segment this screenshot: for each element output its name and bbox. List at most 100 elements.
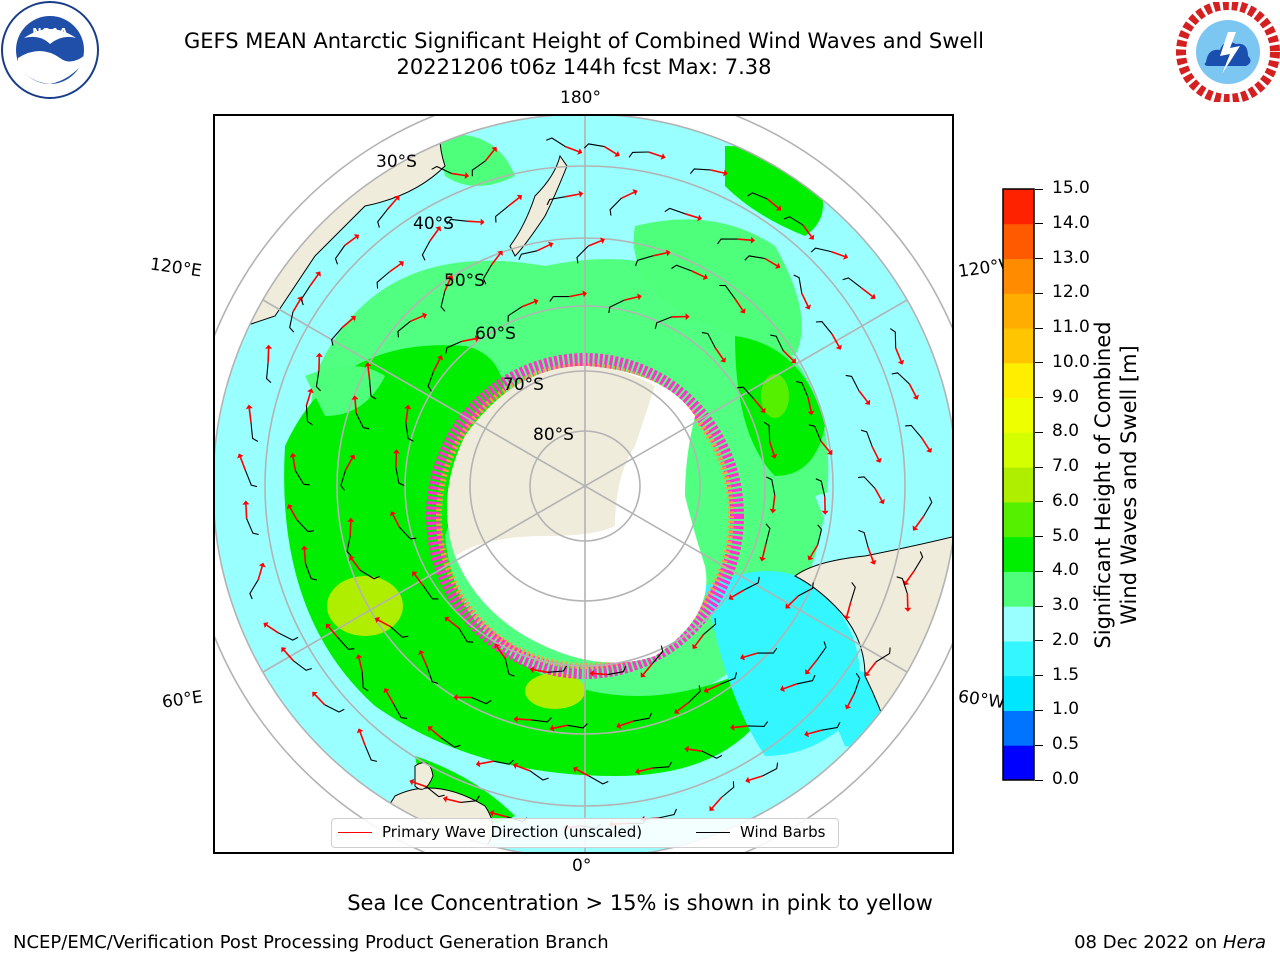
wind-barb [360, 569, 380, 580]
wave-arrow-head [897, 359, 905, 365]
wind-barb [658, 808, 678, 819]
wave-direction-arrow [569, 293, 584, 298]
wind-barb [471, 160, 486, 177]
wave-arrow-head [864, 670, 871, 677]
wind-barb [458, 627, 474, 643]
wave-arrow-head [912, 394, 919, 400]
wind-barb [296, 519, 314, 533]
wind-barb [529, 770, 549, 781]
wave-arrow-head [745, 776, 751, 784]
wind-barb [815, 478, 826, 497]
wind-barb [845, 374, 860, 391]
wind-barb [390, 626, 409, 638]
wind-barb [737, 386, 755, 400]
wave-direction-arrow [858, 390, 869, 403]
wind-barb [719, 672, 738, 685]
colorbar-tick-label: 1.0 [1052, 699, 1080, 720]
wave-direction-arrow [533, 668, 548, 674]
colorbar-cell [1003, 640, 1034, 677]
wave-direction-arrow [289, 507, 298, 521]
wind-barb [766, 476, 776, 496]
wave-direction-arrow [860, 287, 873, 297]
colorbar-tick-label: 7.0 [1052, 456, 1080, 477]
wind-barb [531, 717, 552, 723]
wave-arrow-head [549, 724, 555, 732]
colorbar-tick-label: 10.0 [1052, 351, 1090, 372]
colorbar-cell [1003, 710, 1034, 746]
colorbar-tick-label: 2.0 [1052, 629, 1080, 650]
wave-direction-arrow [420, 653, 428, 667]
wave-direction-arrow [377, 619, 391, 628]
wind-barb [355, 413, 370, 430]
wind-barb [289, 311, 295, 333]
wave-direction-arrow [354, 399, 358, 414]
wave-arrow-head [409, 778, 415, 786]
wave-direction-arrow [430, 728, 443, 739]
wave-arrow-head [356, 728, 364, 734]
wave-arrow-head [674, 708, 680, 714]
colorbar-tick-label: 15.0 [1052, 178, 1090, 198]
wind-barb [364, 744, 378, 762]
wave-direction-arrow [772, 495, 776, 510]
wave-arrow-head [474, 335, 480, 343]
wave-direction-arrow [521, 300, 535, 308]
wind-barb [634, 255, 654, 267]
wave-direction-arrow [783, 683, 798, 690]
wind-barb [405, 422, 414, 442]
wave-direction-arrow [359, 731, 366, 746]
wave-direction-arrow [820, 440, 831, 453]
footer-machine: Hera [1222, 932, 1266, 953]
wave-direction-arrow [809, 544, 819, 558]
wave-direction-arrow [846, 602, 852, 617]
wave-arrow-head [353, 234, 360, 240]
wave-arrow-head [632, 189, 638, 196]
wave-direction-arrow [684, 212, 699, 219]
colorbar-cell [1003, 606, 1034, 642]
legend-barb-swatch [696, 832, 730, 833]
wave-arrow-head [453, 693, 458, 701]
wave-direction-arrow [576, 768, 590, 777]
wave-arrow-head [480, 218, 485, 226]
wave-direction-arrow [392, 514, 401, 528]
wind-barb [816, 641, 827, 661]
wind-barb [361, 671, 369, 692]
wave-arrow-head [307, 388, 314, 394]
wave-arrow-head [769, 508, 777, 514]
wind-barb [652, 761, 673, 769]
wind-barb [583, 143, 605, 149]
wave-arrow-head [808, 234, 815, 240]
wave-direction-arrow [410, 315, 424, 323]
graticule [215, 116, 952, 852]
wave-arrow-head [287, 504, 294, 510]
nws-logo [1176, 2, 1280, 102]
wind-barb [482, 264, 492, 285]
wave-arrow-head [684, 745, 689, 753]
colorbar-tick-label: 0.5 [1052, 734, 1080, 755]
colorbar-tick-label: 0.0 [1052, 769, 1080, 789]
wave-arrow-head [242, 500, 250, 505]
colorbar-tick-mark [1035, 362, 1043, 364]
wave-arrow-head [349, 454, 356, 460]
wind-barb [744, 255, 765, 261]
wave-direction-arrow [866, 661, 877, 674]
wave-arrow-head [904, 607, 912, 612]
lat-label-50s: 50°S [444, 271, 485, 291]
wave-direction-arrow [305, 392, 312, 406]
colorbar-tick-label: 11.0 [1052, 317, 1090, 338]
wave-direction-arrow [388, 263, 402, 273]
wave-direction-arrow [714, 347, 724, 360]
wind-barb [567, 723, 588, 729]
footer-date: 08 Dec 2022 on Hera [1074, 932, 1266, 953]
new-zealand [509, 154, 568, 257]
lon-label-120e: 120°E [148, 254, 203, 282]
wind-barb [810, 247, 832, 253]
wind-barb [395, 467, 405, 487]
wind-barb [547, 665, 568, 673]
legend-barb-label: Wind Barbs [740, 823, 826, 841]
wind-barb [860, 429, 873, 447]
wave-arrow-head [685, 313, 690, 321]
wind-barb [842, 277, 862, 289]
wave-arrow-head [635, 767, 640, 775]
colorbar-tick-label: 6.0 [1052, 490, 1080, 511]
wind-barb [507, 306, 522, 322]
